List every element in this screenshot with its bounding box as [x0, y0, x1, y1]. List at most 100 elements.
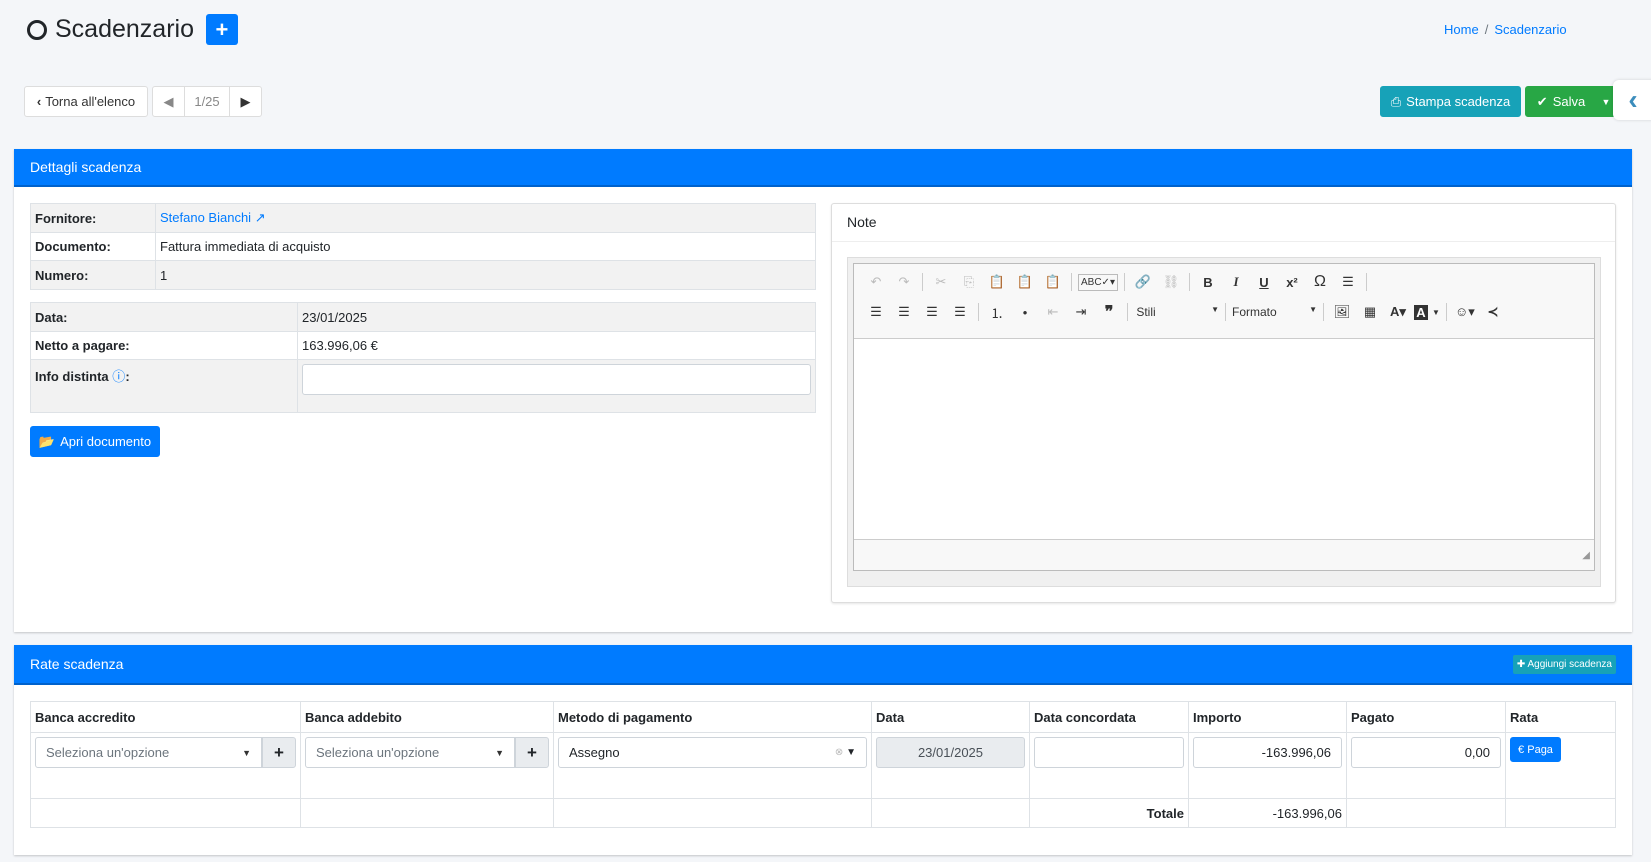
add-installment-label: Aggiungi scadenza: [1527, 658, 1612, 670]
label: Netto a pagare:: [30, 331, 298, 360]
label: Data:: [30, 302, 298, 332]
table-icon[interactable]: ▦: [1363, 304, 1377, 319]
bullet-list-icon[interactable]: •: [1022, 304, 1028, 320]
installments-table: Banca accredito Banca addebito Metodo di…: [30, 701, 1616, 828]
total-value: -163.996,06: [1188, 798, 1347, 828]
print-button[interactable]: ⎙ Stampa scadenza: [1380, 86, 1521, 117]
justify-icon[interactable]: ☰: [954, 304, 966, 319]
col-header: Metodo di pagamento: [553, 701, 872, 733]
open-document-button[interactable]: 📂 Apri documento: [30, 426, 160, 457]
editor-content[interactable]: [854, 339, 1594, 539]
page-title: Scadenzario +: [27, 14, 238, 45]
image-icon[interactable]: 🖼: [1333, 304, 1351, 319]
col-header: Data: [871, 701, 1030, 733]
background-color-icon[interactable]: A: [1414, 304, 1428, 320]
col-header: Rata: [1505, 701, 1616, 733]
spellcheck-icon[interactable]: ABC✓▾: [1078, 273, 1118, 291]
supplier-link[interactable]: Stefano Bianchi: [160, 210, 252, 225]
pay-label: Paga: [1527, 743, 1553, 756]
clear-icon[interactable]: ⊗: [834, 747, 844, 758]
help-icon[interactable]: ⓘ: [112, 369, 126, 384]
chevron-left-icon: ‹: [36, 94, 42, 109]
payment-info-table: Data: 23/01/2025 Netto a pagare: 163.996,0…: [30, 302, 816, 413]
indent-icon[interactable]: ⇥: [1075, 304, 1087, 319]
superscript-icon[interactable]: x²: [1286, 274, 1298, 290]
source-code-icon[interactable]: ≺: [1487, 304, 1499, 319]
col-header: Banca accredito: [30, 701, 301, 733]
external-link-icon[interactable]: ↗: [254, 210, 266, 225]
add-bank-button[interactable]: +: [515, 737, 549, 768]
paste-word-icon[interactable]: 📋: [1044, 274, 1062, 289]
value: 1: [155, 260, 816, 290]
special-char-icon[interactable]: Ω: [1313, 273, 1326, 290]
emoji-icon[interactable]: ☺▾: [1455, 304, 1475, 319]
horizontal-rule-icon[interactable]: ☰: [1342, 274, 1354, 289]
select-value: Seleziona un'opzione: [316, 745, 440, 760]
underline-icon[interactable]: U: [1259, 274, 1269, 290]
agreed-date-input[interactable]: [1034, 737, 1184, 768]
resize-handle-icon[interactable]: ◢: [854, 539, 1594, 570]
info-distinta-input[interactable]: [302, 364, 811, 395]
breadcrumb-home[interactable]: Home: [1444, 22, 1479, 37]
unlink-icon[interactable]: ⛓: [1162, 274, 1180, 289]
value: 163.996,06 €: [297, 331, 816, 360]
date-input: 23/01/2025: [876, 737, 1025, 768]
copy-icon[interactable]: ⎘: [963, 274, 975, 289]
prev-button[interactable]: ◀: [152, 86, 185, 117]
align-left-icon[interactable]: ☰: [870, 304, 882, 319]
undo-icon[interactable]: ↶: [870, 274, 882, 289]
redo-icon[interactable]: ↷: [898, 274, 910, 289]
payment-method-select[interactable]: Assegno ⊗ ▼: [558, 737, 867, 768]
add-installment-button[interactable]: ✚ Aggiungi scadenza: [1512, 654, 1616, 674]
open-doc-label: Apri documento: [60, 434, 152, 449]
cut-icon[interactable]: ✂: [935, 274, 947, 289]
back-label: Torna all'elenco: [45, 94, 136, 109]
amount-input[interactable]: -163.996,06: [1193, 737, 1342, 768]
save-button[interactable]: ✔ Salva: [1525, 86, 1597, 117]
text-color-icon[interactable]: A▾: [1390, 304, 1406, 319]
document-info-table: Fornitore: Stefano Bianchi ↗ Documento: Fa…: [30, 203, 816, 290]
breadcrumb-current[interactable]: Scadenzario: [1494, 22, 1567, 37]
link-icon[interactable]: 🔗: [1134, 274, 1152, 289]
circle-icon: [27, 19, 47, 40]
print-icon: ⎙: [1390, 93, 1402, 109]
col-header: Banca addebito: [300, 701, 554, 733]
styles-dropdown[interactable]: Stili ▼: [1134, 305, 1219, 319]
note-title: Note: [832, 204, 1615, 242]
banca-addebito-select[interactable]: Seleziona un'opzione ▼: [305, 737, 515, 768]
next-button[interactable]: ▶: [229, 86, 262, 117]
outdent-icon[interactable]: ⇤: [1047, 304, 1059, 319]
col-header: Data concordata: [1029, 701, 1189, 733]
align-center-icon[interactable]: ☰: [898, 304, 910, 319]
rate-panel-header: Rate scadenza ✚ Aggiungi scadenza: [14, 645, 1632, 685]
paste-text-icon[interactable]: 📋: [1016, 274, 1034, 289]
align-right-icon[interactable]: ☰: [926, 304, 938, 319]
breadcrumb: Home / Scadenzario: [1444, 22, 1567, 37]
numbered-list-icon[interactable]: ⒈: [990, 305, 1004, 321]
total-label: Totale: [1029, 798, 1189, 828]
bold-icon[interactable]: B: [1203, 274, 1213, 290]
blockquote-icon[interactable]: ❞: [1104, 304, 1114, 321]
label: Documento:: [30, 232, 156, 261]
italic-icon[interactable]: I: [1233, 274, 1239, 289]
format-label: Formato: [1232, 305, 1277, 319]
check-icon: ✔: [1536, 93, 1548, 109]
format-dropdown[interactable]: Formato ▼: [1232, 305, 1317, 319]
save-label: Salva: [1552, 94, 1586, 109]
pay-button[interactable]: € Paga: [1510, 737, 1561, 762]
select-value: Assegno: [569, 745, 620, 760]
add-button[interactable]: +: [205, 14, 238, 45]
pager: 1/25: [184, 86, 230, 117]
paid-input[interactable]: 0,00: [1351, 737, 1501, 768]
back-to-list-button[interactable]: ‹ Torna all'elenco: [24, 86, 148, 117]
sidebar-toggle-chevron-icon[interactable]: ‹: [1613, 80, 1651, 120]
banca-accredito-select[interactable]: Seleziona un'opzione ▼: [35, 737, 262, 768]
value: Fattura immediata di acquisto: [155, 232, 816, 261]
col-header: Pagato: [1346, 701, 1506, 733]
folder-open-icon: 📂: [38, 433, 56, 449]
add-bank-button[interactable]: +: [262, 737, 296, 768]
paste-icon[interactable]: 📋: [988, 274, 1006, 289]
